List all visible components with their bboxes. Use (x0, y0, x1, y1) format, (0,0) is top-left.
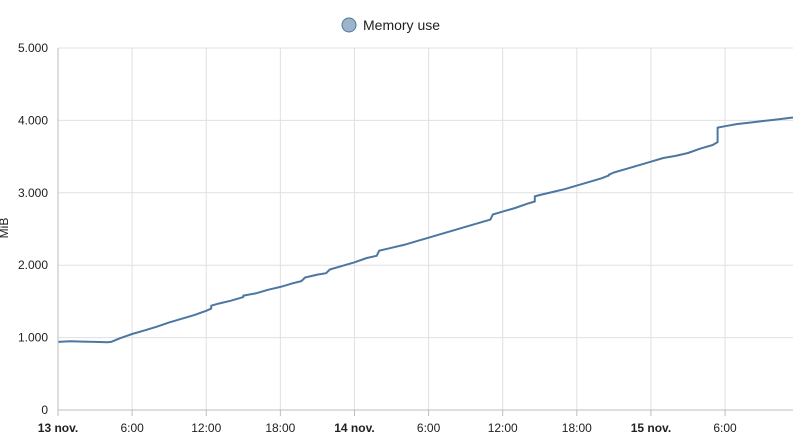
x-tick-label: 12:00 (488, 421, 518, 435)
y-tick-label: 0 (41, 403, 48, 417)
x-tick-label: 12:00 (191, 421, 221, 435)
x-tick-label: 15 nov. (631, 421, 671, 435)
axes: 0 1.000 2.000 3.000 4.000 5.000 13 nov. 6:00 12:… (18, 41, 793, 435)
legend-label-memory-use[interactable]: Memory use (363, 17, 440, 33)
legend-marker-memory-use[interactable] (341, 17, 357, 33)
x-tick-label: 18:00 (562, 421, 592, 435)
y-tick-label: 1.000 (18, 331, 48, 345)
x-tick-label: 14 nov. (334, 421, 374, 435)
x-tick-label: 18:00 (265, 421, 295, 435)
x-tick-label: 6:00 (713, 421, 737, 435)
y-tick-label: 2.000 (18, 258, 48, 272)
y-tick-label: 5.000 (18, 41, 48, 55)
grid (57, 47, 793, 411)
x-tick-label: 13 nov. (38, 421, 78, 435)
y-tick-label: 3.000 (18, 186, 48, 200)
x-tick-label: 6:00 (120, 421, 144, 435)
y-axis-label: MiB (0, 218, 11, 239)
x-tick-label: 6:00 (417, 421, 441, 435)
legend[interactable]: Memory use (341, 17, 440, 33)
series-line-memory-use[interactable] (57, 116, 794, 344)
series-layer (57, 116, 794, 344)
y-tick-label: 4.000 (18, 113, 48, 127)
